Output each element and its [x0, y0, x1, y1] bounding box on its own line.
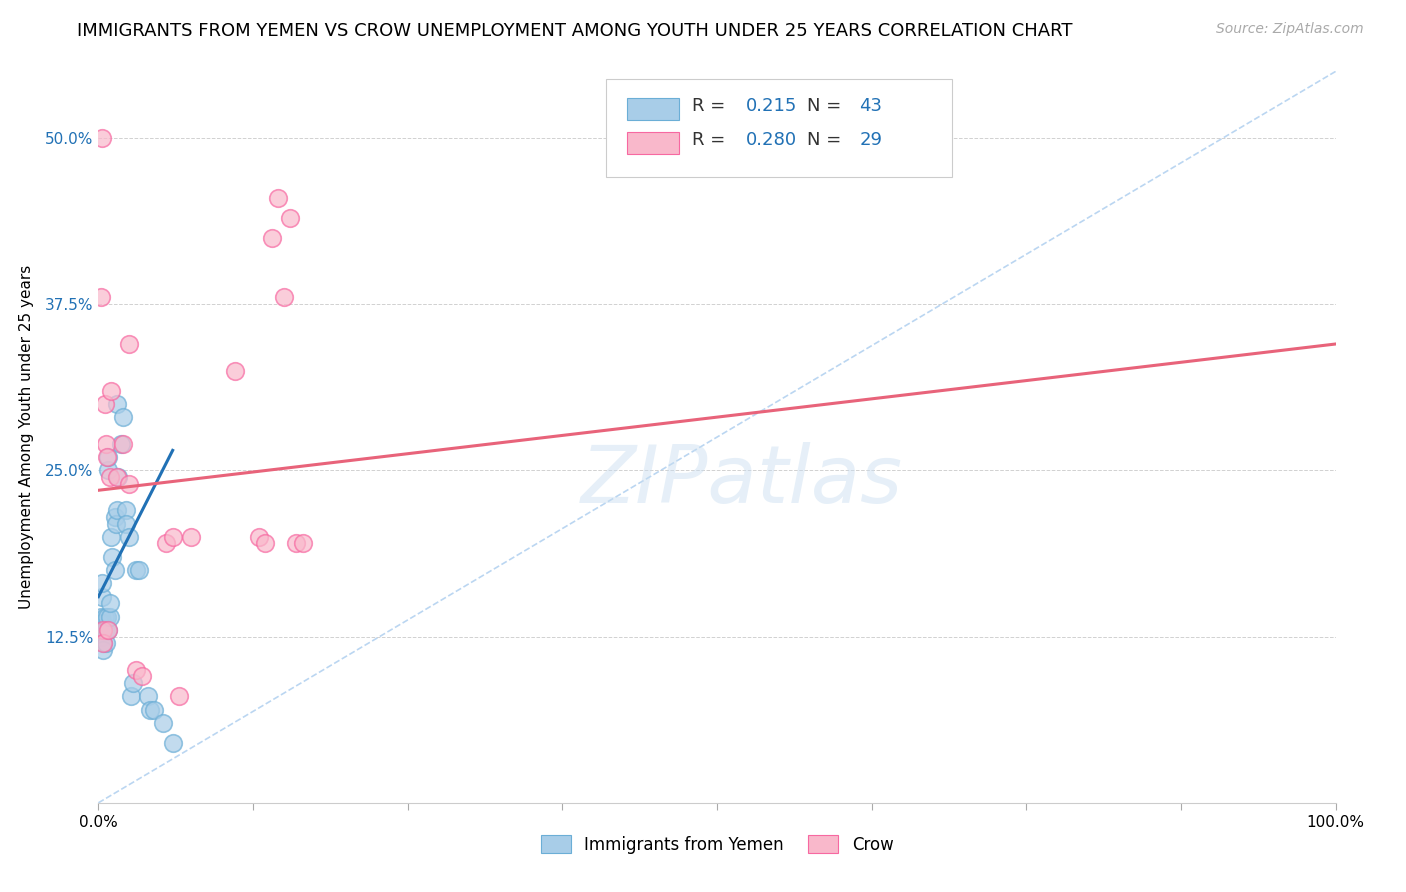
Point: [104, 516, 127, 531]
Point: [103, 509, 125, 524]
Point: [93, 636, 115, 650]
Point: [105, 503, 128, 517]
Point: [273, 290, 295, 304]
Point: [98, 609, 121, 624]
Text: ZIPatlas: ZIPatlas: [581, 442, 903, 520]
Point: [91, 630, 114, 644]
Point: [93, 616, 115, 631]
Point: [267, 191, 290, 205]
Point: [90, 623, 112, 637]
Point: [118, 476, 141, 491]
Point: [224, 363, 246, 377]
Point: [94, 636, 117, 650]
Point: [110, 436, 132, 450]
Point: [291, 536, 314, 550]
Point: [143, 703, 166, 717]
Point: [97, 463, 120, 477]
Point: [139, 703, 162, 717]
Point: [105, 397, 128, 411]
Text: R =: R =: [692, 131, 731, 149]
Point: [131, 669, 153, 683]
Point: [162, 530, 184, 544]
Point: [118, 530, 141, 544]
Point: [100, 384, 122, 398]
Point: [98, 470, 121, 484]
Point: [97, 450, 120, 464]
Point: [91, 131, 114, 145]
Point: [118, 337, 141, 351]
Text: 0.280: 0.280: [745, 131, 797, 149]
Point: [124, 563, 146, 577]
Point: [112, 410, 135, 425]
Point: [120, 690, 142, 704]
Point: [90, 290, 112, 304]
Point: [97, 623, 120, 637]
Y-axis label: Unemployment Among Youth under 25 years: Unemployment Among Youth under 25 years: [18, 265, 34, 609]
Point: [122, 676, 145, 690]
Point: [124, 663, 146, 677]
Point: [114, 516, 136, 531]
Text: Source: ZipAtlas.com: Source: ZipAtlas.com: [1216, 22, 1364, 37]
Point: [91, 576, 114, 591]
Point: [112, 436, 135, 450]
Point: [91, 590, 114, 604]
Text: N =: N =: [807, 131, 848, 149]
Point: [100, 530, 122, 544]
Point: [91, 616, 114, 631]
Point: [247, 530, 270, 544]
Point: [105, 470, 128, 484]
Text: N =: N =: [807, 97, 848, 115]
Point: [285, 536, 308, 550]
Point: [90, 609, 112, 624]
Point: [93, 609, 115, 624]
Point: [155, 536, 177, 550]
Point: [107, 470, 129, 484]
Text: 0.215: 0.215: [745, 97, 797, 115]
Point: [96, 609, 118, 624]
Text: 29: 29: [859, 131, 883, 149]
Point: [103, 563, 125, 577]
Point: [93, 636, 115, 650]
Bar: [627, 132, 679, 154]
Point: [94, 436, 117, 450]
Point: [278, 211, 301, 225]
Point: [91, 623, 114, 637]
Text: 43: 43: [859, 97, 883, 115]
Point: [152, 716, 174, 731]
Point: [136, 690, 159, 704]
Point: [180, 530, 202, 544]
Point: [98, 596, 121, 610]
Point: [89, 616, 111, 631]
Point: [101, 549, 124, 564]
Text: IMMIGRANTS FROM YEMEN VS CROW UNEMPLOYMENT AMONG YOUTH UNDER 25 YEARS CORRELATIO: IMMIGRANTS FROM YEMEN VS CROW UNEMPLOYME…: [77, 22, 1073, 40]
FancyBboxPatch shape: [606, 78, 952, 178]
Point: [162, 736, 184, 750]
Bar: [627, 98, 679, 120]
Point: [93, 397, 115, 411]
Point: [128, 563, 150, 577]
Legend: Immigrants from Yemen, Crow: Immigrants from Yemen, Crow: [534, 829, 900, 860]
Point: [114, 503, 136, 517]
Point: [260, 230, 283, 244]
Point: [167, 690, 190, 704]
Point: [94, 623, 117, 637]
Point: [93, 623, 115, 637]
Point: [96, 450, 118, 464]
Point: [254, 536, 277, 550]
Point: [93, 643, 115, 657]
Point: [93, 623, 115, 637]
Text: R =: R =: [692, 97, 731, 115]
Point: [97, 623, 120, 637]
